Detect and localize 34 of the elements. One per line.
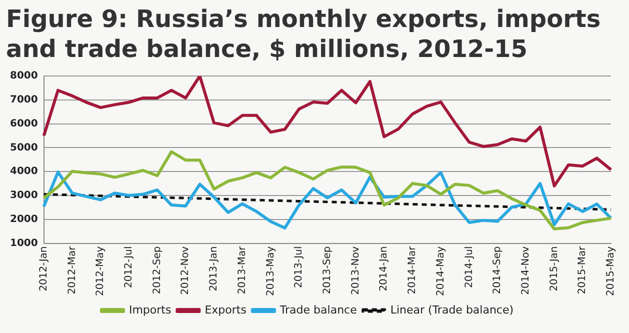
x-tick-label: 2014-Nov — [520, 246, 532, 295]
x-tick-label: 2013-Jul — [294, 246, 305, 288]
y-tick-label: 5000 — [10, 142, 38, 154]
x-tick-label: 2012-Nov — [180, 246, 192, 295]
x-tick-label: 2015-May — [606, 246, 617, 296]
chart-title: Figure 9: Russia’s monthly exports, imports and trade balance, $ millions, 2012-15 — [5, 4, 602, 64]
x-tick-label: 2014-May — [435, 246, 446, 296]
x-tick-label: 2012-Jan — [38, 246, 50, 292]
legend-label: Imports — [128, 303, 172, 316]
legend-label: Linear (Trade balance) — [390, 303, 514, 316]
x-tick-label: 2012-Jul — [124, 246, 134, 288]
y-tick-label: 4000 — [10, 166, 38, 178]
y-tick-label: 8000 — [10, 70, 38, 82]
x-tick-label: 2012-Sep — [152, 246, 163, 294]
x-tick-label: 2014-Jul — [464, 246, 475, 288]
x-tick-label: 2015-Mar — [577, 245, 588, 294]
x-tick-label: 2013-Mar — [236, 245, 248, 294]
y-tick-label: 7000 — [10, 94, 38, 106]
x-tick-label: 2014-Mar — [407, 245, 418, 294]
y-tick-label: 1000 — [10, 238, 38, 249]
y-tick-label: 3000 — [10, 190, 38, 202]
legend-label: Trade balance — [278, 303, 358, 316]
x-tick-label: 2012-May — [95, 246, 106, 296]
x-tick-label: 2014-Jan — [378, 246, 390, 292]
y-tick-label: 2000 — [10, 214, 38, 225]
x-tick-label: 2013-May — [265, 246, 276, 296]
legend-label: Exports — [204, 303, 247, 316]
x-tick-label: 2013-Jan — [208, 246, 220, 292]
x-tick-label: 2013-Nov — [350, 246, 362, 295]
x-tick-label: 2014-Sep — [492, 246, 504, 294]
x-tick-label: 2015-Jan — [548, 246, 560, 292]
x-tick-label: 2013-Sep — [322, 246, 334, 294]
x-tick-label: 2012-Mar — [66, 245, 78, 294]
y-tick-label: 6000 — [10, 118, 38, 130]
